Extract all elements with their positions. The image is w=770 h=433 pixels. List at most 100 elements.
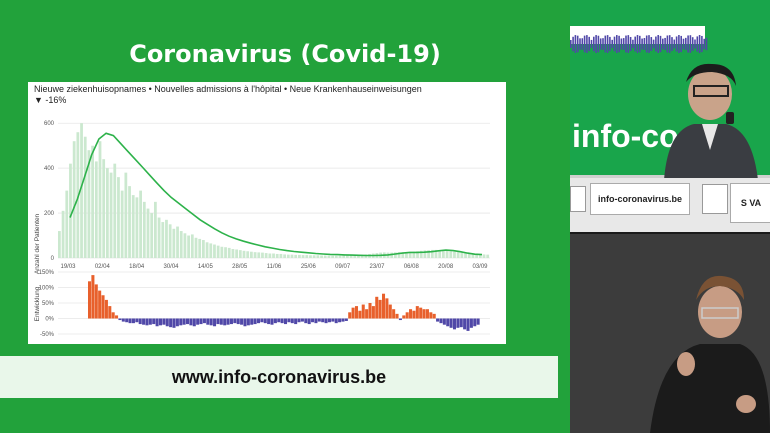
admission-bar: [390, 252, 394, 258]
change-bar: [125, 318, 129, 323]
change-bar: [311, 318, 315, 323]
change-bar: [358, 310, 362, 319]
admission-bar: [401, 252, 405, 258]
change-bar: [429, 312, 433, 319]
change-bar: [368, 303, 372, 319]
backdrop-bar: [694, 39, 696, 49]
change-bar: [270, 318, 274, 325]
admission-bar: [142, 201, 146, 258]
admission-bar: [298, 254, 301, 258]
change-bar: [371, 306, 375, 319]
admission-bar: [242, 250, 246, 258]
change-bar: [398, 318, 402, 321]
change-bar: [415, 306, 419, 319]
backdrop-chart-graphic: [570, 35, 708, 53]
admission-bar: [357, 254, 360, 258]
change-bar: [172, 318, 176, 328]
change-bar: [101, 295, 105, 319]
backdrop-bar: [687, 35, 689, 53]
admission-bar: [305, 255, 309, 258]
change-bar: [469, 318, 473, 328]
change-bar: [158, 318, 163, 326]
backdrop-bar: [593, 36, 595, 52]
main-y-ticks: 600 400 200 0: [44, 121, 55, 262]
backdrop-bar: [632, 39, 634, 49]
change-bar: [240, 318, 244, 325]
admission-bar: [113, 163, 117, 258]
admission-bar: [227, 247, 231, 258]
change-bar: [287, 318, 291, 323]
admission-bar: [58, 231, 61, 258]
admission-bar: [460, 252, 464, 258]
admission-bar: [238, 250, 242, 258]
admission-bar: [120, 190, 124, 258]
speaker-figure: [664, 63, 758, 180]
change-bar: [263, 318, 267, 324]
change-bar: [233, 318, 237, 324]
admission-bar: [416, 251, 419, 258]
backdrop-bar: [627, 35, 630, 53]
feed-divider: [570, 232, 770, 235]
backdrop-bar: [696, 36, 699, 52]
change-bar: [162, 318, 166, 325]
trend-line: [69, 132, 483, 257]
change-bar: [365, 309, 369, 319]
sub-gridlines: [58, 271, 490, 335]
backdrop-bar: [682, 38, 685, 50]
admission-bar: [294, 254, 298, 258]
slide-panel: Coronavirus (Covid-19) Nieuwe ziekenhuis…: [0, 40, 558, 398]
sub-y-tick-label: -50%: [40, 332, 55, 338]
change-bar: [155, 318, 159, 327]
admission-bar: [264, 253, 268, 258]
change-bar: [138, 318, 142, 325]
change-bar: [446, 318, 450, 327]
admission-bar: [250, 251, 253, 258]
main-y-tick-label: 600: [44, 121, 55, 127]
main-x-tick-label: 28/05: [232, 264, 248, 270]
main-x-tick-label: 23/07: [369, 264, 385, 270]
backdrop-bar: [629, 36, 632, 52]
change-bar: [111, 312, 115, 319]
change-bar: [128, 318, 132, 324]
admission-bar: [449, 251, 453, 258]
admission-bar: [478, 254, 482, 258]
backdrop-bar: [597, 35, 600, 53]
backdrop-bar: [576, 35, 579, 53]
sub-y-tick-label: 50%: [42, 301, 55, 307]
change-bar: [213, 318, 217, 327]
backdrop-bar: [574, 35, 577, 53]
admission-bar: [467, 253, 471, 258]
backdrop-bar: [602, 38, 604, 50]
change-bar: [169, 318, 173, 328]
backdrop-bar: [705, 37, 708, 51]
main-x-tick-label: 11/06: [267, 264, 282, 270]
backdrop-bar: [643, 38, 646, 50]
backdrop-bar: [641, 38, 643, 50]
change-bar: [459, 318, 463, 328]
change-bar: [229, 318, 233, 325]
backdrop-bar: [579, 38, 581, 50]
change-bar: [439, 318, 443, 324]
admission-bar: [312, 255, 316, 258]
backdrop-bar: [588, 36, 590, 52]
admission-bar: [117, 177, 120, 258]
admission-bar: [412, 251, 416, 258]
admission-bar: [213, 244, 216, 258]
backdrop-bar: [673, 39, 676, 49]
change-bar: [121, 318, 125, 322]
change-bar: [314, 318, 318, 324]
change-bar: [449, 318, 453, 328]
backdrop-bar: [634, 36, 636, 52]
backdrop-bar: [583, 35, 586, 53]
sub-y-ticks: 150% 100% 50% 0% -50%: [39, 270, 55, 338]
sub-y-label: Entwicklung: [34, 286, 41, 321]
change-bar: [284, 318, 288, 325]
admission-bar: [275, 253, 279, 258]
admission-bar: [261, 252, 264, 258]
sub-y-tick-label: 100%: [39, 286, 55, 292]
sign-language-feed: [570, 234, 770, 433]
admission-bar: [327, 255, 331, 258]
change-bar: [436, 318, 440, 322]
sub-y-tick-label: 0%: [45, 317, 54, 323]
admission-bar: [94, 161, 98, 258]
